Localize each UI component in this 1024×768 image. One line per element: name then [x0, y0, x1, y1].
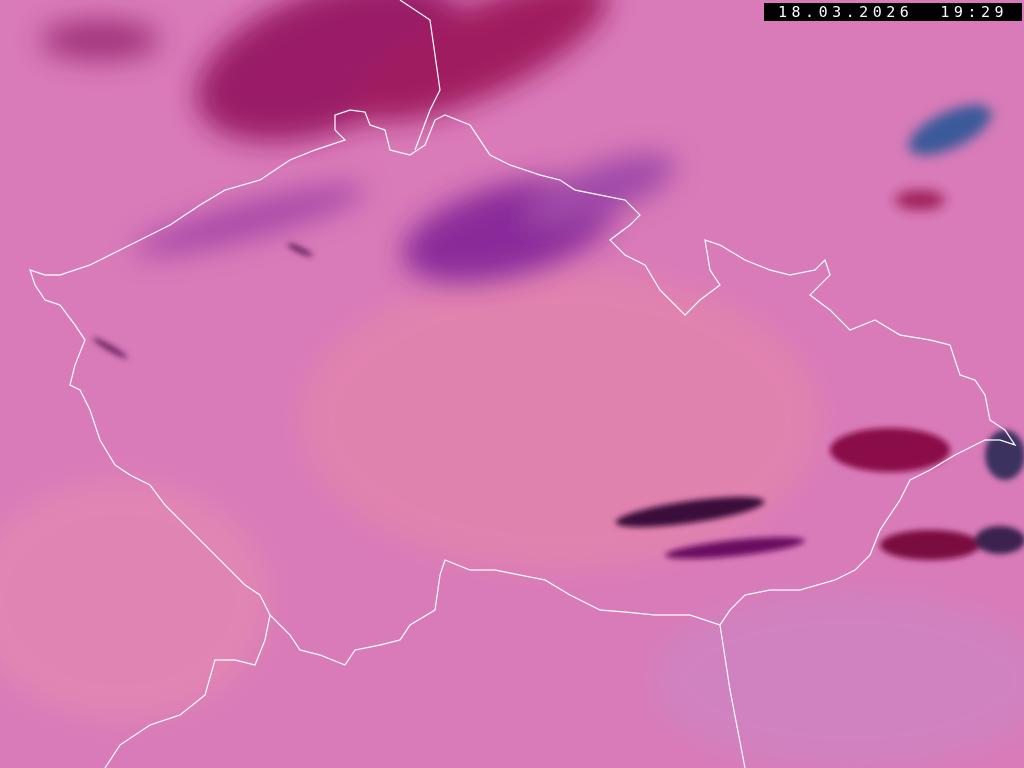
surface-tint [0, 270, 1024, 768]
country-borders [29, 0, 1017, 768]
cloud-band-north [40, 0, 609, 256]
timestamp-label: 18.03.2026 19:29 [764, 3, 1022, 21]
czech-border [29, 109, 1017, 666]
cloud-blue-northeast [895, 104, 992, 210]
germany-poland-border [399, 0, 441, 151]
cloud-band-central [403, 153, 676, 282]
austria-germany-border [104, 614, 271, 768]
austria-slovakia-border [719, 624, 746, 768]
cloud-streaks-southeast [92, 243, 1024, 560]
